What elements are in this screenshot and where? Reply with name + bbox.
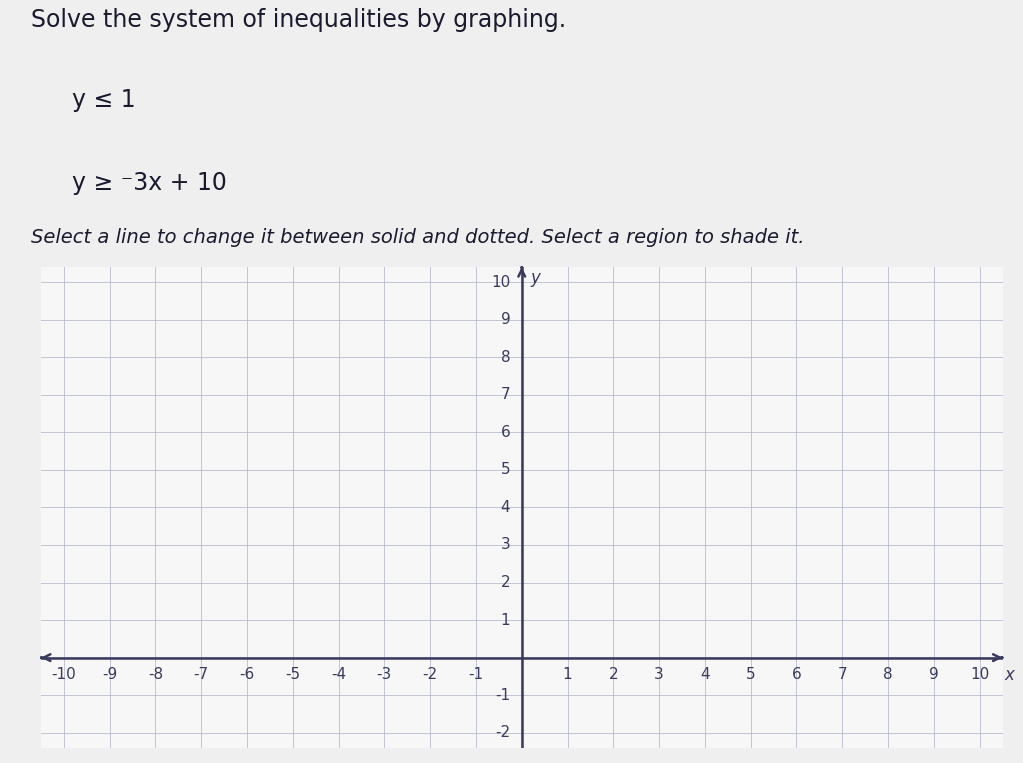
Text: y ≥ ⁻3x + 10: y ≥ ⁻3x + 10	[72, 171, 226, 195]
Text: 5: 5	[746, 667, 756, 682]
Text: -1: -1	[495, 687, 510, 703]
Text: -2: -2	[422, 667, 438, 682]
Text: 6: 6	[792, 667, 801, 682]
Text: -5: -5	[285, 667, 301, 682]
Text: 4: 4	[700, 667, 710, 682]
Text: Select a line to change it between solid and dotted. Select a region to shade it: Select a line to change it between solid…	[31, 227, 804, 246]
Text: -6: -6	[239, 667, 255, 682]
Text: 4: 4	[500, 500, 510, 515]
Text: 9: 9	[929, 667, 939, 682]
Text: 10: 10	[491, 275, 510, 290]
Text: -2: -2	[495, 725, 510, 740]
Text: -1: -1	[469, 667, 484, 682]
Text: -9: -9	[102, 667, 118, 682]
Text: 7: 7	[500, 388, 510, 402]
Text: 6: 6	[500, 425, 510, 439]
Text: 2: 2	[609, 667, 618, 682]
Text: 1: 1	[500, 613, 510, 627]
Text: x: x	[1005, 665, 1015, 684]
Text: -7: -7	[193, 667, 209, 682]
Text: -4: -4	[331, 667, 346, 682]
Text: 2: 2	[500, 575, 510, 590]
Text: y ≤ 1: y ≤ 1	[72, 88, 135, 112]
Text: y: y	[530, 269, 540, 287]
Text: 10: 10	[970, 667, 989, 682]
Text: Solve the system of inequalities by graphing.: Solve the system of inequalities by grap…	[31, 8, 566, 31]
Text: -8: -8	[148, 667, 163, 682]
Text: 7: 7	[838, 667, 847, 682]
Text: 9: 9	[500, 312, 510, 327]
Text: 3: 3	[500, 537, 510, 552]
Text: 1: 1	[563, 667, 572, 682]
Text: 3: 3	[655, 667, 664, 682]
Text: -10: -10	[51, 667, 76, 682]
Text: 8: 8	[500, 349, 510, 365]
Text: -3: -3	[376, 667, 392, 682]
Text: 5: 5	[500, 462, 510, 478]
Text: 8: 8	[883, 667, 893, 682]
